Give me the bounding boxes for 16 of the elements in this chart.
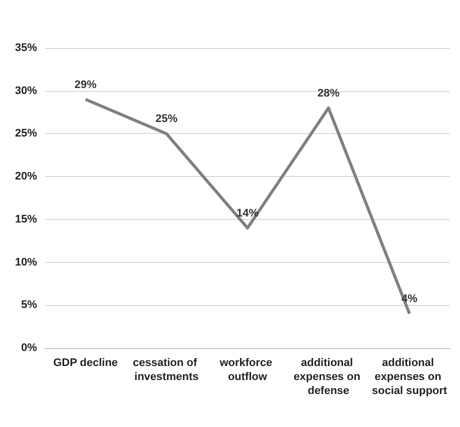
data-label: 28% [317, 88, 340, 100]
y-tick-label: 0% [21, 342, 38, 354]
x-tick-label: additional expenses on defense [294, 357, 364, 397]
y-tick-label: 10% [14, 256, 38, 268]
y-tick-label: 15% [14, 213, 38, 226]
data-label: 29% [74, 78, 97, 91]
x-tick-label: cessation of investments [132, 357, 200, 383]
y-tick-label: 25% [14, 128, 38, 140]
x-tick-label: GDP decline [53, 357, 118, 369]
y-tick-label: 20% [14, 170, 38, 183]
data-label: 25% [155, 113, 178, 126]
x-tick-label: workforce outflow [218, 357, 276, 383]
y-tick-label: 35% [14, 42, 38, 54]
x-tick-label: additional expenses on social support [372, 357, 448, 397]
y-tick-label: 5% [21, 299, 38, 312]
y-tick-label: 30% [14, 84, 38, 97]
